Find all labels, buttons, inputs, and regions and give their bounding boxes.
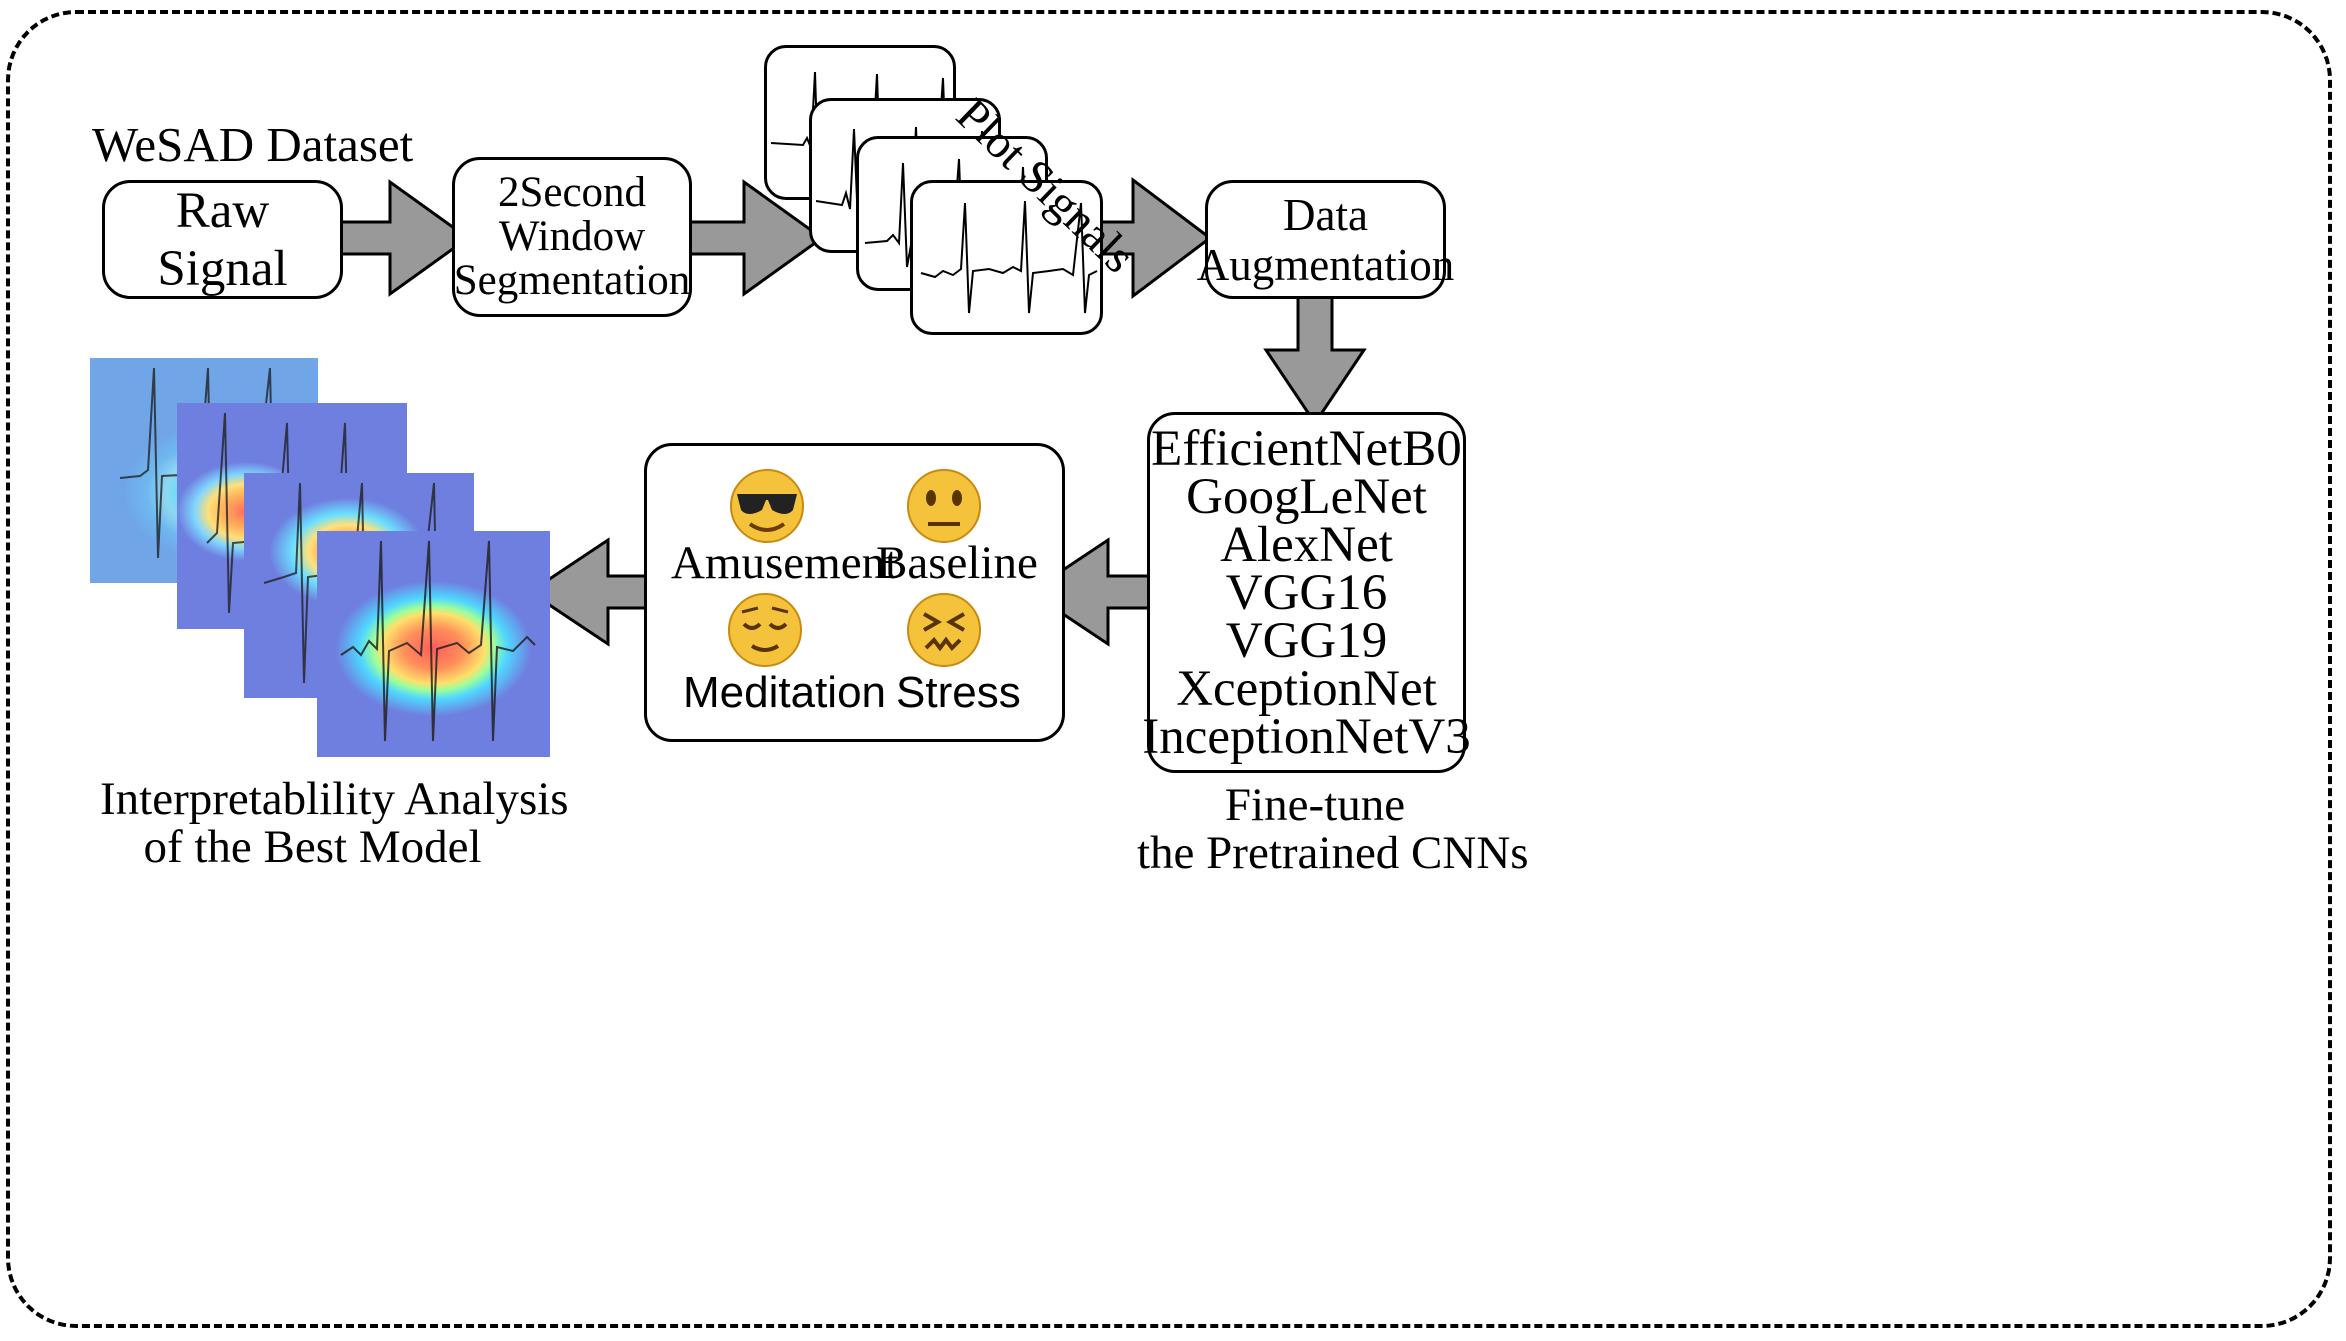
raw-signal-box: Raw Signal (102, 180, 343, 299)
relieved-face-icon (728, 593, 802, 667)
interpretability-line2: of the Best Model (143, 821, 482, 873)
signal-plot-4 (910, 180, 1103, 335)
segmentation-box: 2Second Window Segmentation (452, 157, 692, 317)
segmentation-line2: Window (498, 213, 646, 260)
class-label-meditation: Meditation (683, 668, 887, 717)
heatmap-4 (317, 531, 550, 757)
class-label-baseline: Baseline (876, 537, 1038, 589)
model-googlenet: GoogLeNet (1186, 468, 1427, 525)
augmentation-line2: Augmentation (1196, 239, 1455, 290)
segmentation-line1: 2Second (497, 169, 647, 216)
models-box: EfficientNetB0 GoogLeNet AlexNet VGG16 V… (1142, 412, 1471, 773)
model-efficientnetb0: EfficientNetB0 (1151, 420, 1462, 477)
finetune-line2: the Pretrained CNNs (1137, 827, 1529, 879)
dashed-frame (6, 10, 2332, 1328)
class-label-stress: Stress (896, 668, 1021, 717)
class-label-amusement: Amusement (671, 537, 899, 589)
arrow-augmentation-to-models (1263, 288, 1367, 426)
augmentation-box: Data Augmentation (1197, 180, 1454, 299)
model-vgg19: VGG19 (1225, 612, 1388, 669)
smiling-face-with-sunglasses-icon (730, 469, 804, 543)
neutral-face-icon (907, 469, 981, 543)
dataset-label: WeSAD Dataset (92, 117, 414, 172)
classes-box (644, 443, 1065, 742)
model-inceptionnetv3: InceptionNetV3 (1142, 708, 1471, 765)
model-xceptionnet: XceptionNet (1176, 660, 1437, 717)
model-alexnet: AlexNet (1220, 516, 1393, 573)
interpretability-line1: Interpretablility Analysis (100, 773, 569, 825)
raw-signal-label: Raw Signal (157, 182, 288, 297)
segmentation-line3: Segmentation (453, 257, 691, 304)
augmentation-line1: Data (1283, 189, 1368, 240)
arrow-segmentation-to-plots (682, 179, 825, 297)
model-vgg16: VGG16 (1225, 564, 1388, 621)
confounded-face-icon (907, 593, 981, 667)
finetune-line1: Fine-tune (1224, 779, 1406, 831)
